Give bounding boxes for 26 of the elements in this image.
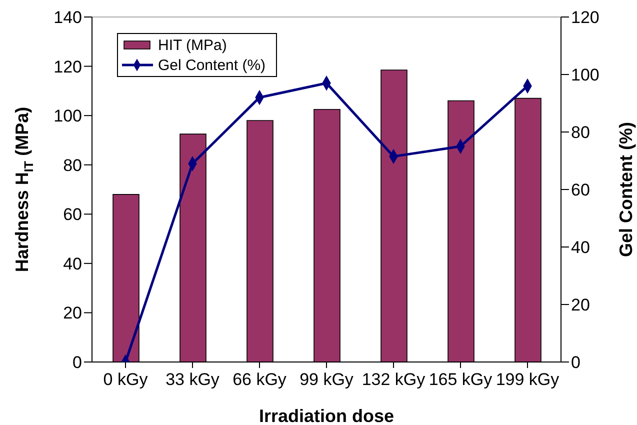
y2-tick-label: 60 xyxy=(571,180,590,200)
legend-label: HIT (MPa) xyxy=(158,36,227,54)
y-tick-label: 100 xyxy=(54,106,82,126)
y2-tick-label: 120 xyxy=(571,8,600,28)
x-tick-label: 165 kGy xyxy=(428,370,493,390)
y-tick-label: 120 xyxy=(54,57,82,76)
x-tick-label: 132 kGy xyxy=(362,370,426,390)
legend-label: Gel Content (%) xyxy=(158,56,266,74)
x-tick-label: 33 kGy xyxy=(166,370,220,390)
x-tick-label: 99 kGy xyxy=(300,370,354,390)
y2-tick-label: 0 xyxy=(571,353,580,372)
y2-tick-label: 80 xyxy=(571,123,590,142)
y-tick-label: 40 xyxy=(63,254,82,274)
x-tick-label: 199 kGy xyxy=(496,370,560,390)
y-tick-label: 0 xyxy=(72,353,82,372)
x-tick-label: 66 kGy xyxy=(232,370,287,390)
y2-tick-label: 40 xyxy=(571,238,590,258)
y-tick-label: 80 xyxy=(63,156,82,175)
y-tick-label: 140 xyxy=(54,8,82,28)
y2-tick-label: 100 xyxy=(571,66,600,85)
x-axis-title: Irradiation dose xyxy=(258,406,394,425)
y2-axis-title: Gel Content (%) xyxy=(616,122,636,257)
y-tick-label: 20 xyxy=(63,304,82,323)
y-tick-label: 60 xyxy=(63,205,82,224)
x-tick-label: 0 kGy xyxy=(103,370,148,390)
y2-tick-label: 20 xyxy=(571,296,590,315)
